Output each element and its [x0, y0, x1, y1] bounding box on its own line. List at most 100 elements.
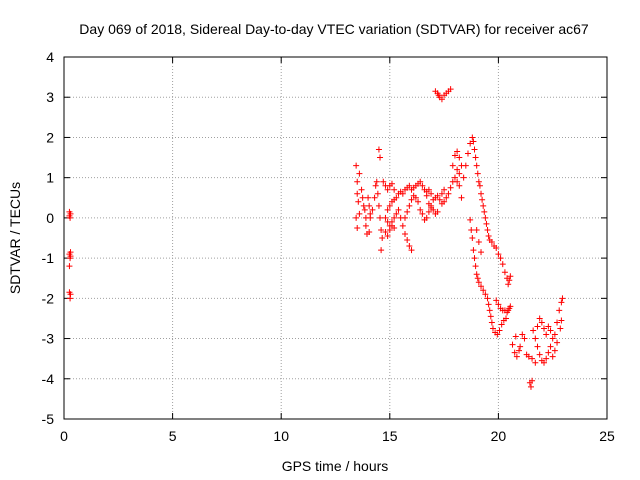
data-point — [441, 186, 448, 193]
data-point — [478, 249, 485, 256]
data-point — [362, 222, 369, 229]
data-point — [467, 216, 474, 223]
data-point — [451, 174, 458, 181]
data-point — [536, 315, 543, 322]
data-point — [543, 355, 550, 362]
data-point — [378, 247, 385, 254]
data-point — [498, 321, 505, 328]
data-point — [516, 347, 523, 354]
data-point — [425, 200, 432, 207]
data-point — [557, 325, 564, 332]
data-point — [545, 349, 552, 356]
data-point — [430, 206, 437, 213]
data-point — [476, 182, 483, 189]
data-point — [67, 291, 74, 298]
chart-title: Day 069 of 2018, Sidereal Day-to-day VTE… — [79, 21, 589, 37]
data-point — [488, 239, 495, 246]
y-tick-label: -2 — [42, 290, 55, 306]
data-point — [551, 331, 558, 338]
data-point — [391, 186, 398, 193]
data-point — [469, 235, 476, 241]
data-point — [480, 202, 487, 209]
data-point — [406, 202, 413, 209]
data-point — [475, 178, 482, 185]
data-point — [379, 235, 386, 241]
data-point — [501, 269, 508, 276]
data-point — [353, 162, 360, 169]
data-point — [474, 170, 481, 177]
data-point — [470, 138, 477, 145]
data-point — [484, 295, 491, 302]
data-point — [447, 184, 454, 191]
data-point — [454, 148, 461, 155]
data-point — [494, 331, 501, 338]
data-point — [451, 152, 458, 159]
data-point — [456, 170, 463, 177]
data-point — [475, 239, 482, 246]
data-point — [408, 247, 415, 254]
data-point — [489, 325, 496, 332]
x-tick-label: 0 — [60, 428, 68, 444]
data-point — [525, 353, 532, 360]
data-point — [481, 208, 488, 215]
data-point — [473, 162, 480, 169]
y-tick-label: 3 — [46, 89, 54, 105]
data-point — [464, 150, 471, 157]
data-point — [495, 251, 502, 258]
data-point — [505, 281, 512, 288]
data-point — [511, 349, 518, 356]
data-point — [378, 226, 385, 233]
data-point — [530, 327, 537, 334]
data-point — [66, 263, 73, 270]
data-point — [527, 383, 534, 390]
data-point — [359, 194, 366, 201]
data-point — [419, 210, 426, 217]
y-axis-label: SDTVAR / TECUs — [7, 182, 23, 294]
data-point — [417, 206, 424, 213]
data-point — [360, 202, 367, 209]
data-point — [536, 351, 543, 358]
data-point — [375, 146, 382, 153]
data-point — [554, 319, 561, 326]
data-point — [558, 317, 565, 324]
data-point — [395, 206, 402, 213]
data-point — [497, 255, 504, 262]
data-point — [356, 170, 363, 177]
data-point — [484, 226, 491, 233]
data-point — [519, 331, 526, 338]
data-point — [472, 154, 479, 161]
data-point — [354, 190, 361, 197]
data-point — [549, 353, 556, 360]
y-tick-label: -4 — [42, 371, 55, 387]
data-point — [374, 190, 381, 197]
data-point — [468, 226, 475, 233]
data-point — [534, 323, 541, 330]
data-point — [480, 287, 487, 294]
data-point — [479, 196, 486, 203]
data-point — [532, 335, 539, 342]
data-point — [558, 299, 565, 306]
data-point — [417, 178, 424, 185]
plot-frame — [63, 56, 608, 420]
y-tick-label: 1 — [46, 170, 54, 186]
data-point — [469, 134, 476, 141]
data-point — [441, 198, 448, 205]
x-axis-label: GPS time / hours — [282, 458, 389, 474]
data-point — [460, 174, 467, 181]
data-point — [483, 220, 490, 227]
data-point — [467, 140, 474, 147]
data-point — [412, 194, 419, 201]
data-point — [423, 214, 430, 221]
data-point — [373, 178, 380, 185]
data-point — [384, 206, 391, 213]
data-point — [423, 192, 430, 199]
data-point — [377, 154, 384, 161]
data-point — [549, 335, 556, 342]
data-point — [354, 178, 361, 185]
x-tick-label: 5 — [169, 428, 177, 444]
data-point — [366, 228, 373, 235]
data-point — [462, 162, 469, 169]
data-point — [487, 313, 494, 320]
data-point — [399, 222, 406, 229]
